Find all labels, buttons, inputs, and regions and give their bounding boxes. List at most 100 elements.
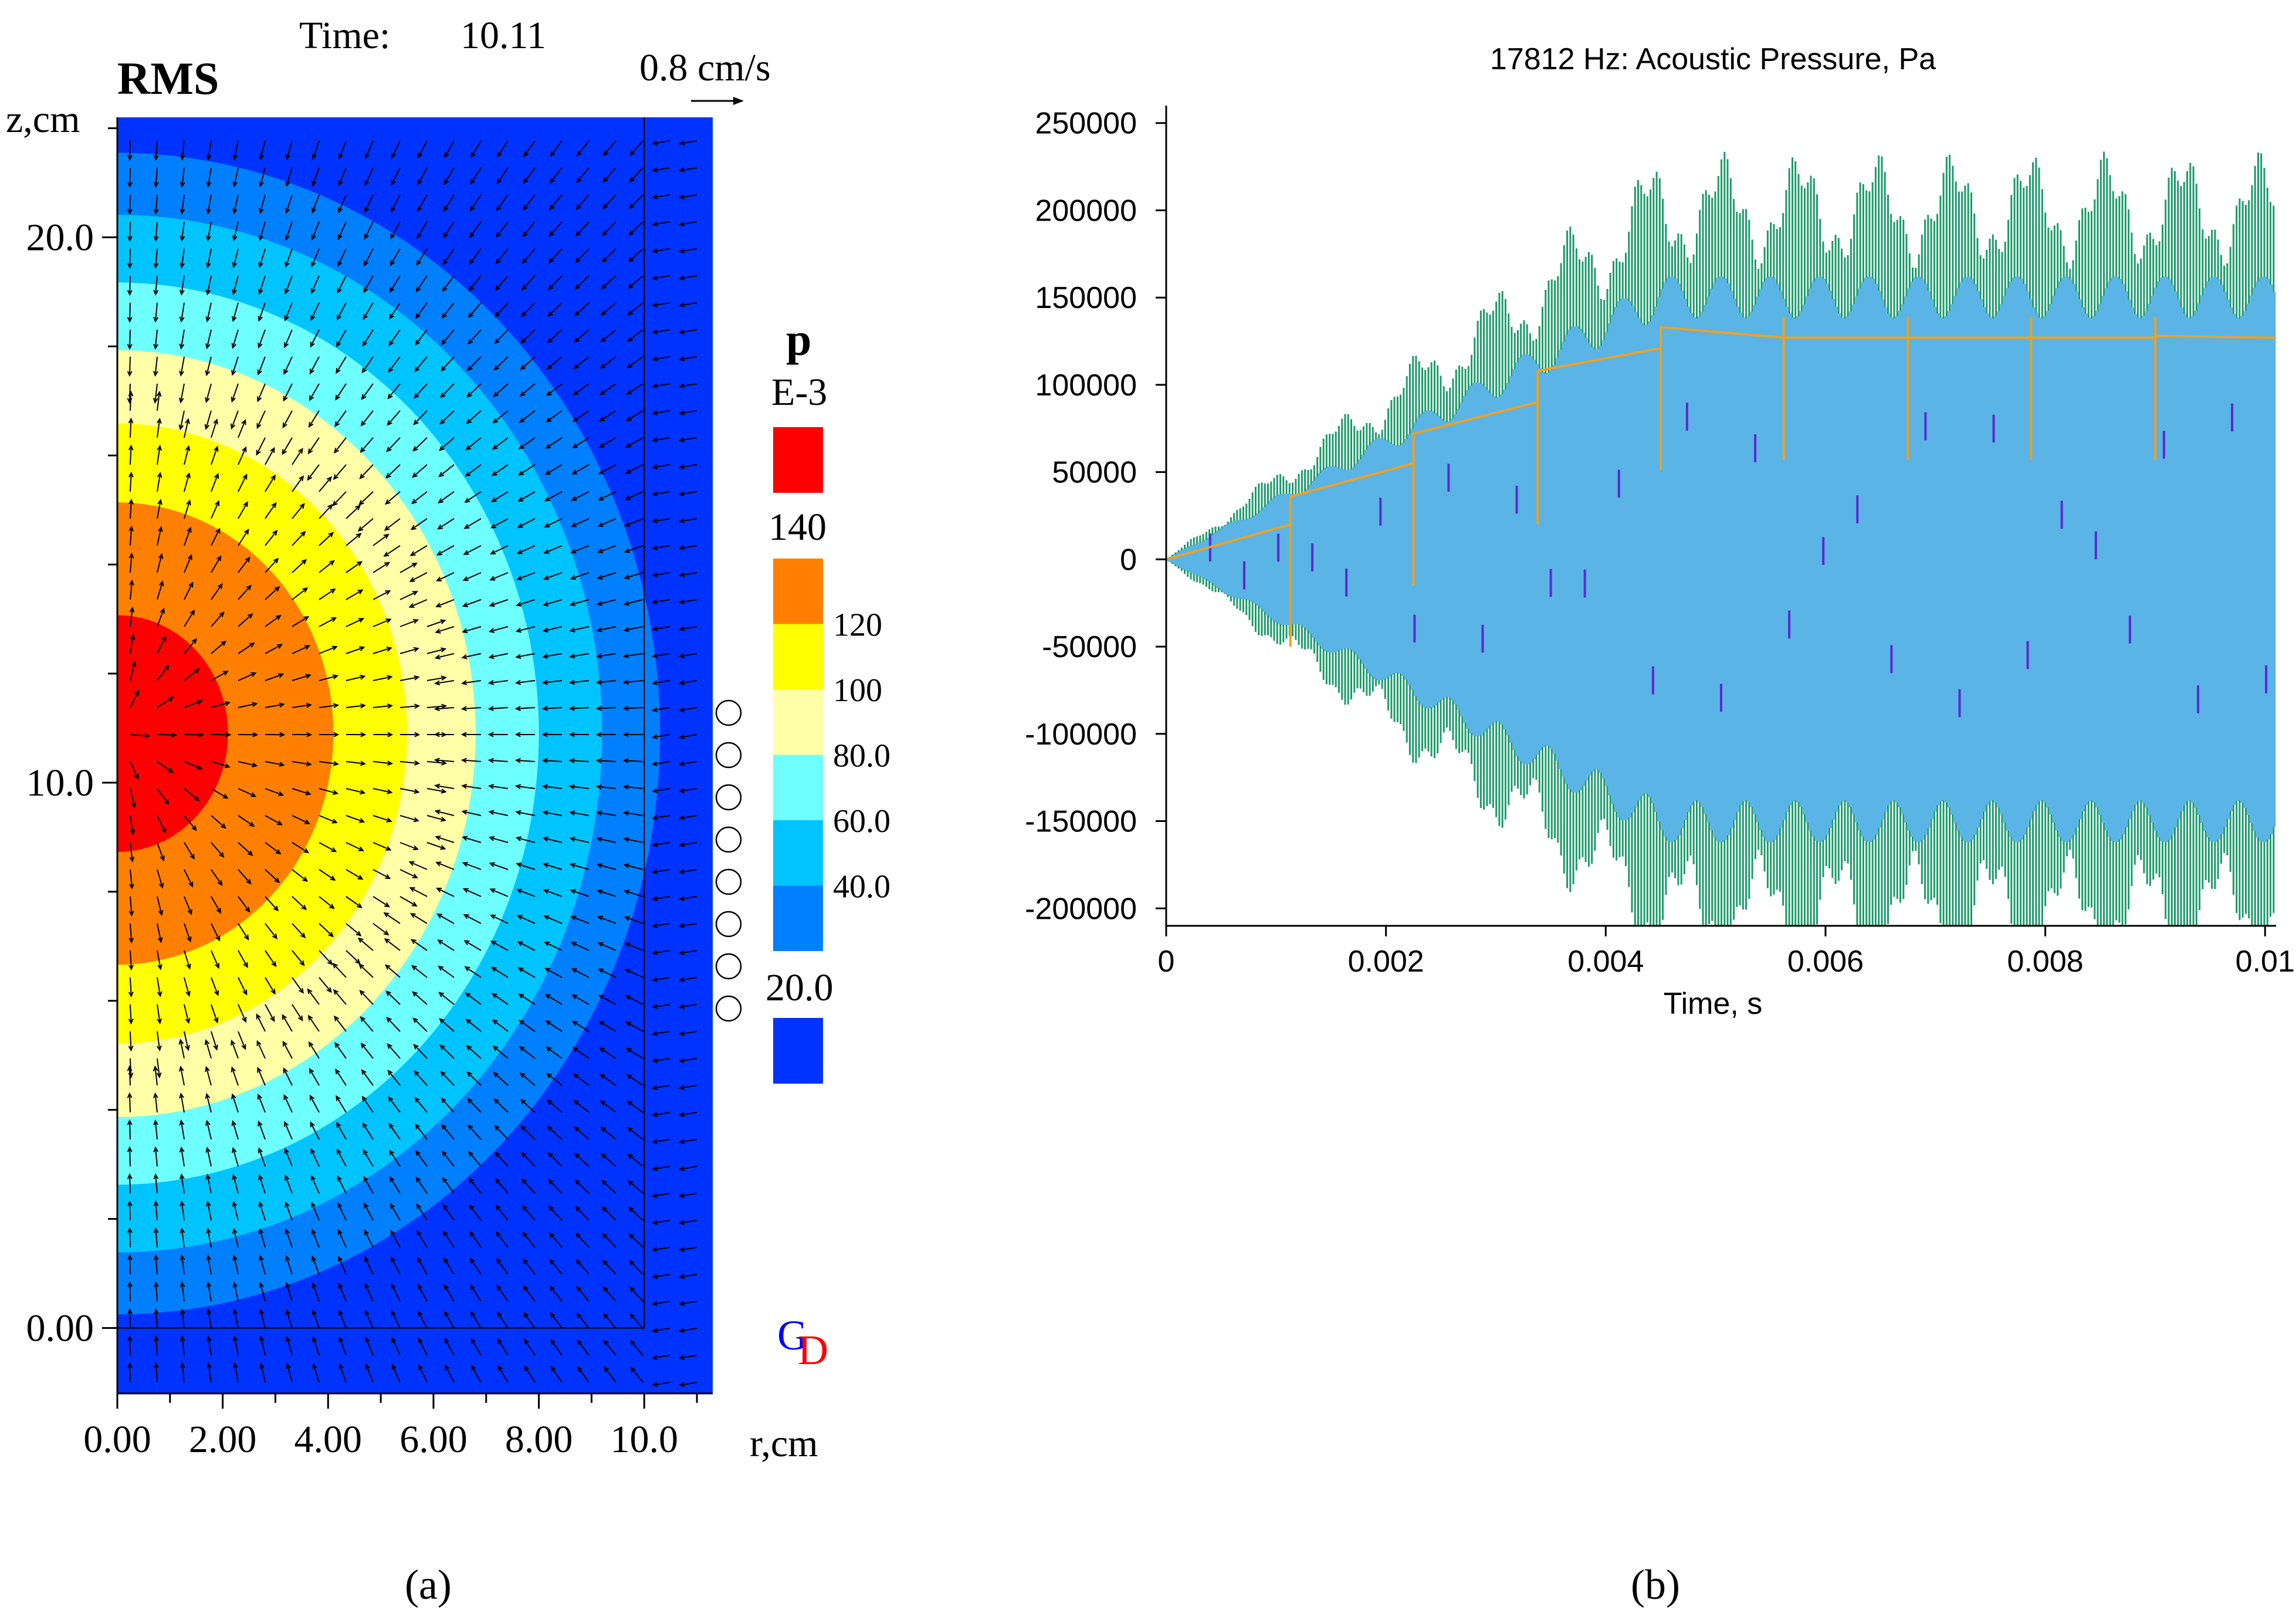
velocity-arrow bbox=[523, 194, 536, 210]
velocity-arrowhead bbox=[678, 1085, 685, 1091]
velocity-arrow bbox=[653, 788, 670, 792]
velocity-arrowhead bbox=[600, 363, 606, 369]
velocity-arrowhead bbox=[414, 789, 420, 794]
velocity-arrowhead bbox=[547, 1152, 553, 1158]
velocity-arrowhead bbox=[601, 283, 607, 290]
velocity-arrow bbox=[653, 167, 670, 171]
velocity-arrow bbox=[602, 1260, 617, 1275]
velocity-arrowhead bbox=[416, 1257, 422, 1263]
velocity-arrowhead bbox=[249, 642, 255, 648]
velocity-arrow bbox=[492, 993, 509, 1005]
velocity-arrowhead bbox=[302, 877, 309, 882]
velocity-arrow bbox=[573, 1021, 590, 1032]
velocity-arrow bbox=[206, 248, 212, 268]
velocity-arrowhead bbox=[623, 863, 630, 868]
velocity-arrowhead bbox=[625, 416, 632, 421]
velocity-arrowhead bbox=[250, 672, 257, 677]
velocity-arrow bbox=[626, 464, 644, 474]
velocity-arrowhead bbox=[628, 1206, 634, 1213]
velocity-arrow bbox=[257, 1068, 266, 1086]
velocity-arrow bbox=[238, 842, 253, 856]
velocity-arrow bbox=[265, 788, 283, 796]
velocity-arrowhead bbox=[391, 1256, 396, 1263]
velocity-arrowhead bbox=[219, 611, 225, 617]
velocity-arrowhead bbox=[489, 576, 496, 581]
velocity-arrow bbox=[155, 1202, 158, 1221]
velocity-arrow bbox=[265, 615, 281, 627]
velocity-arrow bbox=[391, 1257, 401, 1275]
velocity-arrowhead bbox=[360, 447, 365, 453]
velocity-arrow bbox=[546, 1020, 563, 1032]
velocity-arrow bbox=[543, 811, 563, 816]
velocity-arrowhead bbox=[493, 1072, 499, 1078]
velocity-arrowhead bbox=[651, 248, 658, 254]
velocity-arrowhead bbox=[129, 856, 135, 863]
velocity-arrow bbox=[653, 734, 670, 738]
velocity-arrow bbox=[524, 1339, 536, 1356]
velocity-arrowhead bbox=[232, 1173, 237, 1180]
velocity-arrowhead bbox=[489, 862, 495, 867]
velocity-arrow bbox=[435, 810, 455, 816]
velocity-arrow bbox=[653, 410, 670, 414]
velocity-arrowhead bbox=[571, 469, 578, 475]
velocity-arrowhead bbox=[306, 761, 312, 767]
velocity-arrow bbox=[550, 167, 563, 183]
velocity-arrowhead bbox=[127, 182, 133, 188]
velocity-arrowhead bbox=[128, 1019, 134, 1025]
velocity-arrow bbox=[265, 815, 282, 825]
velocity-arrowhead bbox=[258, 1174, 263, 1180]
velocity-arrowhead bbox=[493, 365, 499, 371]
velocity-arrowhead bbox=[157, 472, 162, 478]
velocity-arrow bbox=[372, 705, 392, 708]
velocity-arrowhead bbox=[311, 1229, 316, 1235]
y-tick-label: 150000 bbox=[1035, 281, 1137, 315]
velocity-arrowhead bbox=[468, 1178, 474, 1183]
x-tick-label: 4.00 bbox=[294, 1418, 363, 1461]
velocity-arrowhead bbox=[180, 1200, 185, 1207]
velocity-arrow bbox=[468, 1151, 482, 1167]
velocity-arrowhead bbox=[678, 572, 685, 578]
velocity-arrowhead bbox=[205, 1173, 211, 1180]
velocity-arrowhead bbox=[602, 1233, 608, 1239]
velocity-arrowhead bbox=[259, 1362, 265, 1369]
velocity-arrowhead bbox=[273, 905, 279, 912]
velocity-arrowhead bbox=[576, 1312, 582, 1318]
velocity-arrow bbox=[520, 383, 536, 397]
velocity-arrowhead bbox=[469, 1204, 475, 1210]
velocity-arrowhead bbox=[413, 419, 419, 425]
velocity-arrow bbox=[439, 437, 455, 451]
velocity-arrow bbox=[549, 1259, 563, 1275]
velocity-arrow bbox=[388, 329, 401, 346]
velocity-arrow bbox=[548, 248, 563, 263]
velocity-arrow bbox=[680, 680, 697, 684]
velocity-arrow bbox=[680, 815, 697, 819]
velocity-arrowhead bbox=[252, 732, 259, 737]
velocity-arrow bbox=[211, 815, 226, 828]
velocity-arrowhead bbox=[259, 154, 265, 161]
velocity-arrowhead bbox=[488, 654, 495, 659]
velocity-arrowhead bbox=[651, 1139, 658, 1145]
velocity-arrow bbox=[653, 1031, 670, 1035]
velocity-arrowhead bbox=[542, 836, 548, 842]
velocity-arrowhead bbox=[546, 417, 552, 423]
velocity-arrowhead bbox=[678, 1139, 685, 1145]
velocity-arrowhead bbox=[232, 208, 238, 215]
velocity-arrow bbox=[653, 761, 670, 765]
velocity-arrow bbox=[391, 167, 401, 185]
velocity-arrowhead bbox=[487, 732, 494, 737]
velocity-arrowhead bbox=[359, 818, 365, 823]
velocity-arrowhead bbox=[519, 417, 525, 423]
velocity-arrow bbox=[260, 140, 266, 160]
velocity-arrow bbox=[680, 356, 697, 360]
transducer-circle bbox=[715, 911, 742, 938]
velocity-arrow bbox=[364, 1284, 374, 1302]
velocity-arrowhead bbox=[189, 609, 195, 615]
velocity-arrowhead bbox=[571, 994, 578, 1000]
velocity-arrowhead bbox=[678, 167, 685, 173]
velocity-arrow bbox=[653, 518, 670, 522]
velocity-arrow bbox=[489, 785, 509, 789]
velocity-arrow bbox=[598, 916, 617, 924]
velocity-arrowhead bbox=[213, 418, 218, 425]
velocity-arrowhead bbox=[414, 703, 421, 709]
velocity-arrow bbox=[523, 140, 536, 157]
